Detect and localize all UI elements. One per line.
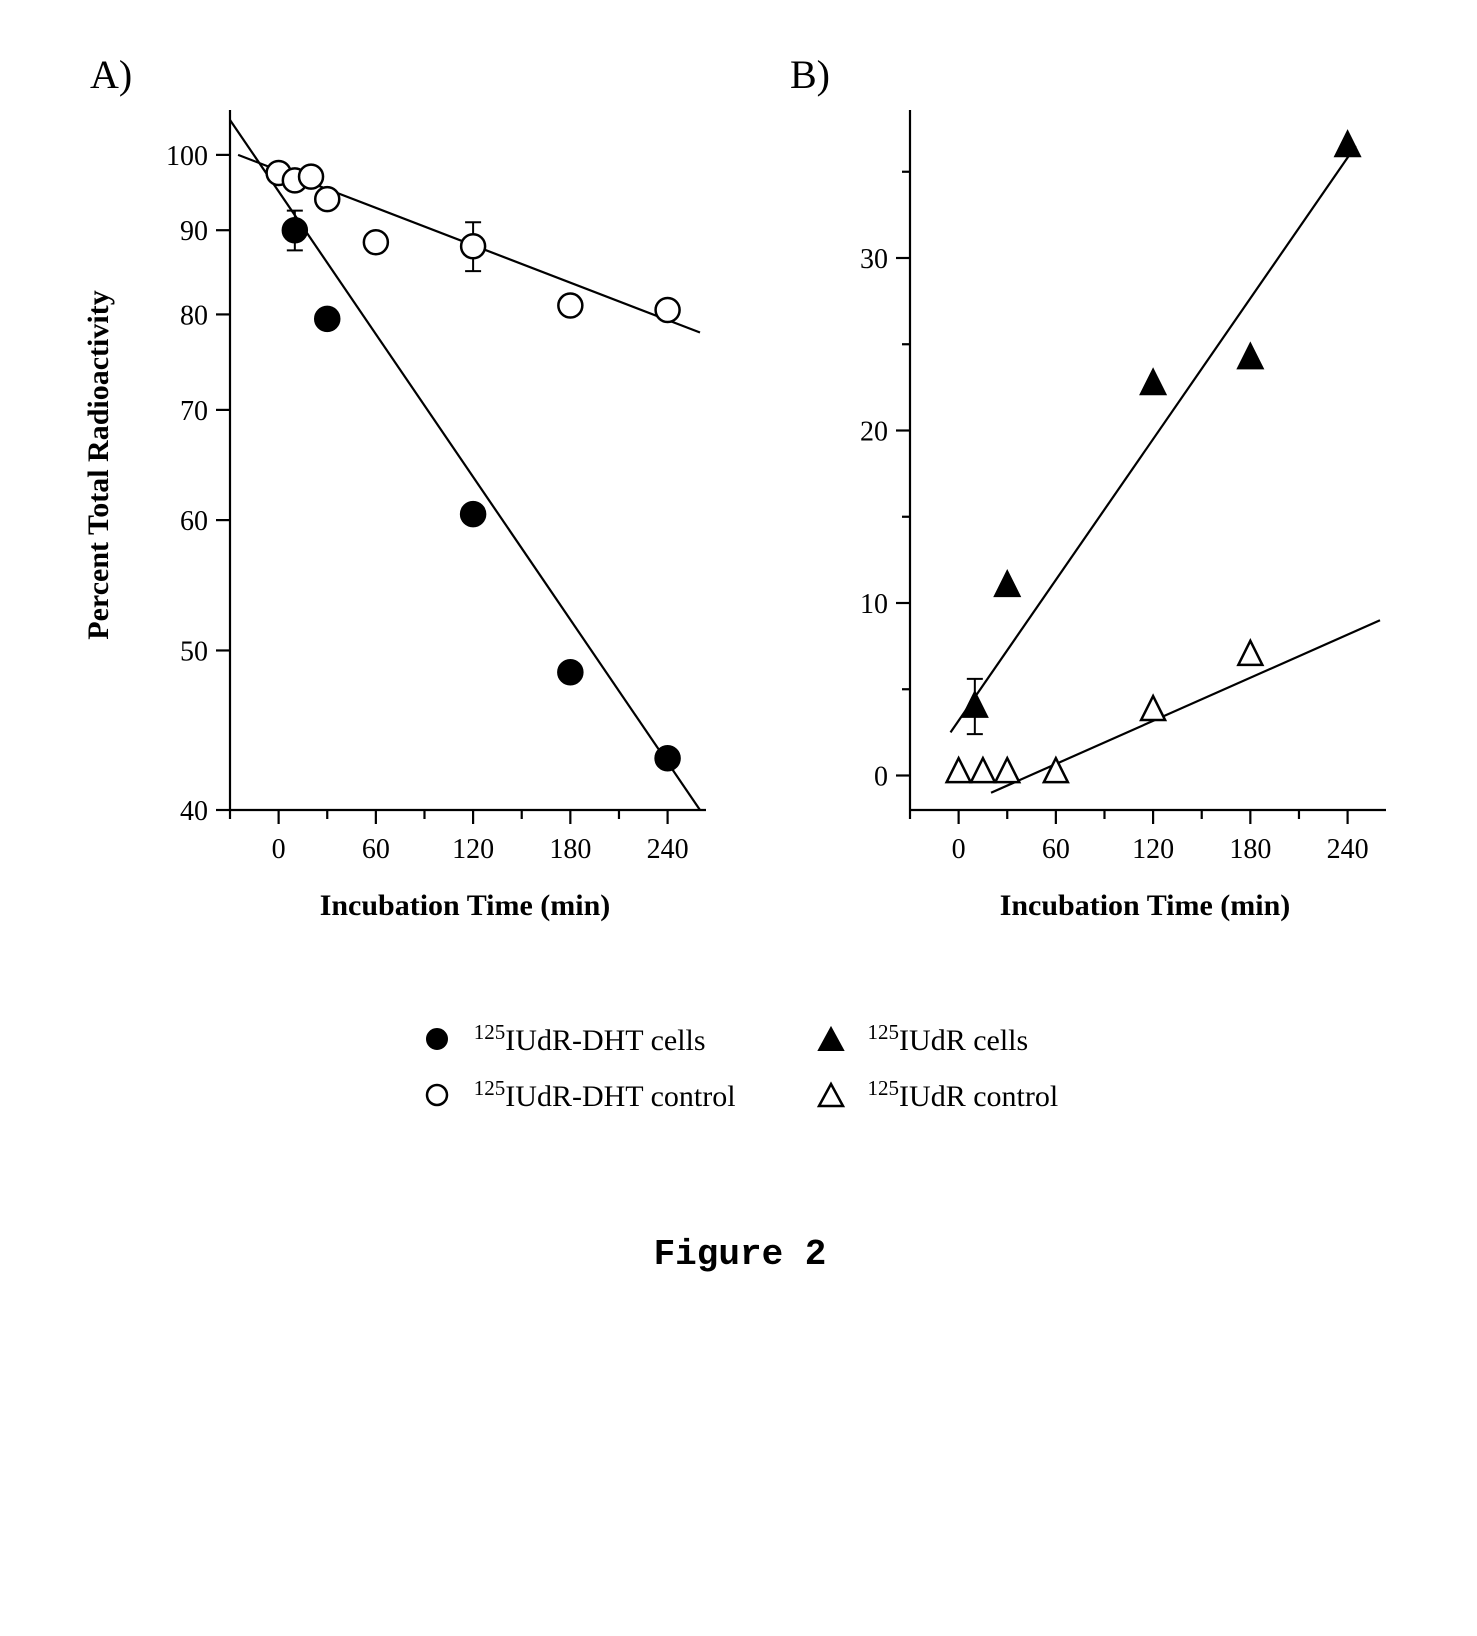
legend-item-filled-triangle: 125IUdR cells xyxy=(816,1020,1059,1058)
svg-text:180: 180 xyxy=(1229,834,1271,865)
svg-text:40: 40 xyxy=(180,796,208,827)
legend-a: 125IUdR-DHT cells 125IUdR-DHT control xyxy=(422,1020,736,1114)
svg-text:30: 30 xyxy=(860,244,888,275)
open-triangle-icon xyxy=(816,1080,846,1110)
svg-text:120: 120 xyxy=(452,834,494,865)
legend-item-open-circle: 125IUdR-DHT control xyxy=(422,1076,736,1114)
svg-text:Percent Total Radioactivity: Percent Total Radioactivity xyxy=(82,290,115,639)
panel-b: B) 0 60 120 180 240 0 10 20 30 Incubation Time (mi… xyxy=(780,40,1420,980)
open-circle-icon xyxy=(422,1080,452,1110)
legend-item-filled-circle: 125IUdR-DHT cells xyxy=(422,1020,736,1058)
svg-text:0: 0 xyxy=(272,834,286,865)
filled-circle-icon xyxy=(422,1024,452,1054)
legend-row: 125IUdR-DHT cells 125IUdR-DHT control 12… xyxy=(40,1020,1440,1114)
figure-caption: Figure 2 xyxy=(40,1234,1440,1275)
svg-text:20: 20 xyxy=(860,417,888,448)
svg-text:80: 80 xyxy=(180,300,208,331)
legend-label: 125IUdR control xyxy=(868,1076,1059,1114)
svg-text:60: 60 xyxy=(180,506,208,537)
svg-text:60: 60 xyxy=(1042,834,1070,865)
legend-item-open-triangle: 125IUdR control xyxy=(816,1076,1059,1114)
svg-text:Incubation Time (min): Incubation Time (min) xyxy=(320,889,611,922)
svg-text:0: 0 xyxy=(952,834,966,865)
figure-2: A)060120180240405060708090100Percent Tot… xyxy=(40,40,1440,1275)
svg-text:240: 240 xyxy=(647,834,689,865)
svg-text:70: 70 xyxy=(180,396,208,427)
chart-b: B) 0 60 120 180 240 0 10 20 30 Incubation Time (mi… xyxy=(780,40,1420,980)
svg-text:120: 120 xyxy=(1132,834,1174,865)
legend-label: 125IUdR-DHT control xyxy=(474,1076,736,1114)
svg-text:B): B) xyxy=(790,52,830,97)
svg-text:180: 180 xyxy=(549,834,591,865)
legend-b: 125IUdR cells 125IUdR control xyxy=(816,1020,1059,1114)
svg-text:A): A) xyxy=(90,52,132,97)
svg-text:Incubation Time (min): Incubation Time (min) xyxy=(1000,889,1291,922)
filled-triangle-icon xyxy=(816,1024,846,1054)
chart-a: A) 0 60 120 180 240 40 50 60 70 80 90 100 Percent Tot… xyxy=(60,40,740,980)
svg-text:10: 10 xyxy=(860,589,888,620)
svg-text:50: 50 xyxy=(180,636,208,667)
svg-text:60: 60 xyxy=(362,834,390,865)
panels-row: A)060120180240405060708090100Percent Tot… xyxy=(40,40,1440,980)
svg-text:100: 100 xyxy=(166,141,208,172)
legend-label: 125IUdR cells xyxy=(868,1020,1029,1058)
svg-text:240: 240 xyxy=(1327,834,1369,865)
panel-a: A) 0 60 120 180 240 40 50 60 70 80 90 100 Percent Tot… xyxy=(60,40,740,980)
svg-text:0: 0 xyxy=(874,762,888,793)
legend-label: 125IUdR-DHT cells xyxy=(474,1020,706,1058)
svg-text:90: 90 xyxy=(180,216,208,247)
